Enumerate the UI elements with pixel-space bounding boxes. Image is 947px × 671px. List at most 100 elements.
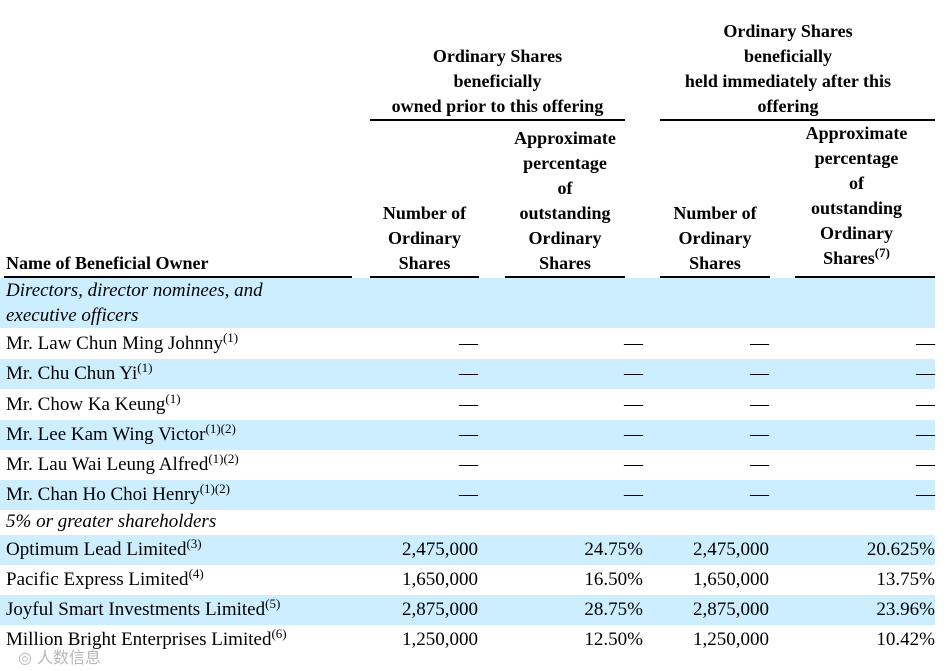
pct-after: —: [916, 424, 935, 445]
owner-name-text: Mr. Chow Ka Keung: [6, 394, 166, 415]
owner-name: Million Bright Enterprises Limited(6): [6, 625, 287, 655]
watermark: ◎ 人数信息: [18, 648, 102, 667]
table-row: Mr. Lee Kam Wing Victor(1)(2) — — — —: [0, 420, 935, 450]
owner-name-text: Mr. Law Chun Ming Johnny: [6, 333, 223, 354]
footnote-ref: (1): [222, 330, 239, 345]
num-after: —: [750, 333, 769, 354]
owner-name-text: Mr. Chu Chun Yi: [6, 363, 138, 384]
owner-name: Pacific Express Limited(4): [6, 565, 204, 595]
footnote-ref: (1)(2): [199, 481, 231, 496]
pct-prior: —: [624, 363, 643, 384]
num-after: —: [750, 484, 769, 505]
table-row: Mr. Law Chun Ming Johnny(1) — — — —: [0, 329, 935, 359]
num-after: 1,250,000: [693, 629, 769, 650]
col-rule-num-prior: [370, 276, 479, 278]
col-rule-pct-after: [795, 276, 935, 278]
num-prior: 2,875,000: [402, 599, 478, 620]
num-after: —: [750, 394, 769, 415]
col-header-num-prior: Number of Ordinary Shares: [382, 203, 467, 273]
num-prior: 1,250,000: [402, 629, 478, 650]
num-after: —: [750, 454, 769, 475]
col-rule-name: [4, 276, 352, 278]
owner-name: Joyful Smart Investments Limited(5): [6, 595, 280, 625]
num-prior: —: [459, 484, 478, 505]
col-rule-pct-prior: [505, 276, 625, 278]
col-header-pct-after-text: Approximate percentage of outstanding Or…: [805, 123, 908, 268]
pct-prior: 12.50%: [584, 629, 643, 650]
table-row: Joyful Smart Investments Limited(5) 2,87…: [0, 595, 935, 625]
owner-name-text: Optimum Lead Limited: [6, 539, 187, 560]
owner-name: Mr. Lee Kam Wing Victor(1)(2): [6, 420, 236, 450]
group-header-after: Ordinary Shares beneficially held immedi…: [684, 21, 892, 116]
footnote-ref: (1): [165, 391, 181, 406]
section-directors-label: Directors, director nominees, and execut…: [6, 280, 263, 326]
num-after: 2,875,000: [693, 599, 769, 620]
owner-name-text: Mr. Chan Ho Choi Henry: [6, 484, 200, 505]
owner-name: Mr. Chu Chun Yi(1): [6, 359, 152, 389]
owner-name-text: Joyful Smart Investments Limited: [6, 599, 266, 620]
num-prior: 2,475,000: [402, 539, 478, 560]
owner-name: Mr. Chow Ka Keung(1): [6, 390, 181, 420]
owner-name: Mr. Law Chun Ming Johnny(1): [6, 329, 238, 359]
col-header-name: Name of Beneficial Owner: [6, 253, 209, 273]
group-rule-prior: [370, 119, 625, 121]
num-prior: —: [459, 424, 478, 445]
pct-prior: 24.75%: [584, 539, 643, 560]
owner-name: Mr. Chan Ho Choi Henry(1)(2): [6, 480, 230, 510]
footnote-ref: (3): [186, 536, 202, 551]
col-header-pct-after: Approximate percentage of outstanding Or…: [795, 121, 918, 271]
footnote-ref: (1): [137, 360, 153, 375]
footnote-ref: (1)(2): [205, 421, 236, 436]
table-row: Mr. Chow Ka Keung(1) — — — —: [0, 390, 935, 420]
col-header-pct-prior: Approximate percentage of outstanding Or…: [514, 128, 616, 273]
footnote-ref: (4): [188, 566, 204, 581]
col-header-num-after: Number of Ordinary Shares: [673, 203, 757, 273]
owner-name: Mr. Lau Wai Leung Alfred(1)(2): [6, 450, 239, 480]
owner-name: Optimum Lead Limited(3): [6, 535, 202, 565]
col-rule-num-after: [660, 276, 770, 278]
pct-after: —: [916, 333, 935, 354]
pct-after: —: [916, 484, 935, 505]
table-row: Mr. Lau Wai Leung Alfred(1)(2) — — — —: [0, 450, 935, 480]
pct-after: 23.96%: [876, 599, 935, 620]
pct-prior: 28.75%: [584, 599, 643, 620]
section-holders-label: 5% or greater shareholders: [6, 511, 217, 532]
owner-name-text: Mr. Lau Wai Leung Alfred: [6, 454, 209, 475]
section-directors-band: [0, 278, 935, 328]
pct-prior: —: [624, 424, 643, 445]
table-row: Pacific Express Limited(4) 1,650,000 16.…: [0, 565, 935, 595]
pct-after: —: [916, 454, 935, 475]
num-prior: —: [459, 363, 478, 384]
table-row: Mr. Chu Chun Yi(1) — — — —: [0, 359, 935, 389]
table-row: Optimum Lead Limited(3) 2,475,000 24.75%…: [0, 535, 935, 565]
footnote-ref: (6): [271, 626, 287, 641]
num-prior: —: [459, 333, 478, 354]
pct-after: 13.75%: [876, 569, 935, 590]
footnote-ref: (1)(2): [208, 451, 239, 466]
owner-name-text: Pacific Express Limited: [6, 569, 189, 590]
footnote-ref: (5): [265, 596, 281, 611]
owner-name-text: Mr. Lee Kam Wing Victor: [6, 424, 206, 445]
group-header-prior: Ordinary Shares beneficially owned prior…: [391, 46, 604, 116]
pct-prior: —: [624, 454, 643, 475]
num-after: —: [750, 363, 769, 384]
col-header-pct-after-footnote: (7): [874, 245, 890, 260]
pct-prior: —: [624, 394, 643, 415]
table-row: Million Bright Enterprises Limited(6) 1,…: [0, 625, 935, 655]
pct-after: —: [916, 363, 935, 384]
pct-prior: —: [624, 484, 643, 505]
group-rule-after: [660, 119, 935, 121]
pct-prior: —: [624, 333, 643, 354]
num-after: 1,650,000: [693, 569, 769, 590]
pct-prior: 16.50%: [584, 569, 643, 590]
owner-name-text: Million Bright Enterprises Limited: [6, 629, 272, 650]
num-after: —: [750, 424, 769, 445]
table-row: Mr. Chan Ho Choi Henry(1)(2) — — — —: [0, 480, 935, 510]
pct-after: 10.42%: [876, 629, 935, 650]
pct-after: —: [916, 394, 935, 415]
num-after: 2,475,000: [693, 539, 769, 560]
num-prior: —: [459, 394, 478, 415]
num-prior: —: [459, 454, 478, 475]
pct-after: 20.625%: [866, 539, 935, 560]
num-prior: 1,650,000: [402, 569, 478, 590]
